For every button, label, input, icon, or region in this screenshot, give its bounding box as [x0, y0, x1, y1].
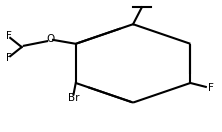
- Text: O: O: [46, 34, 54, 44]
- Text: Br: Br: [68, 93, 79, 103]
- Text: F: F: [6, 31, 11, 41]
- Text: F: F: [6, 53, 11, 63]
- Text: F: F: [208, 83, 214, 93]
